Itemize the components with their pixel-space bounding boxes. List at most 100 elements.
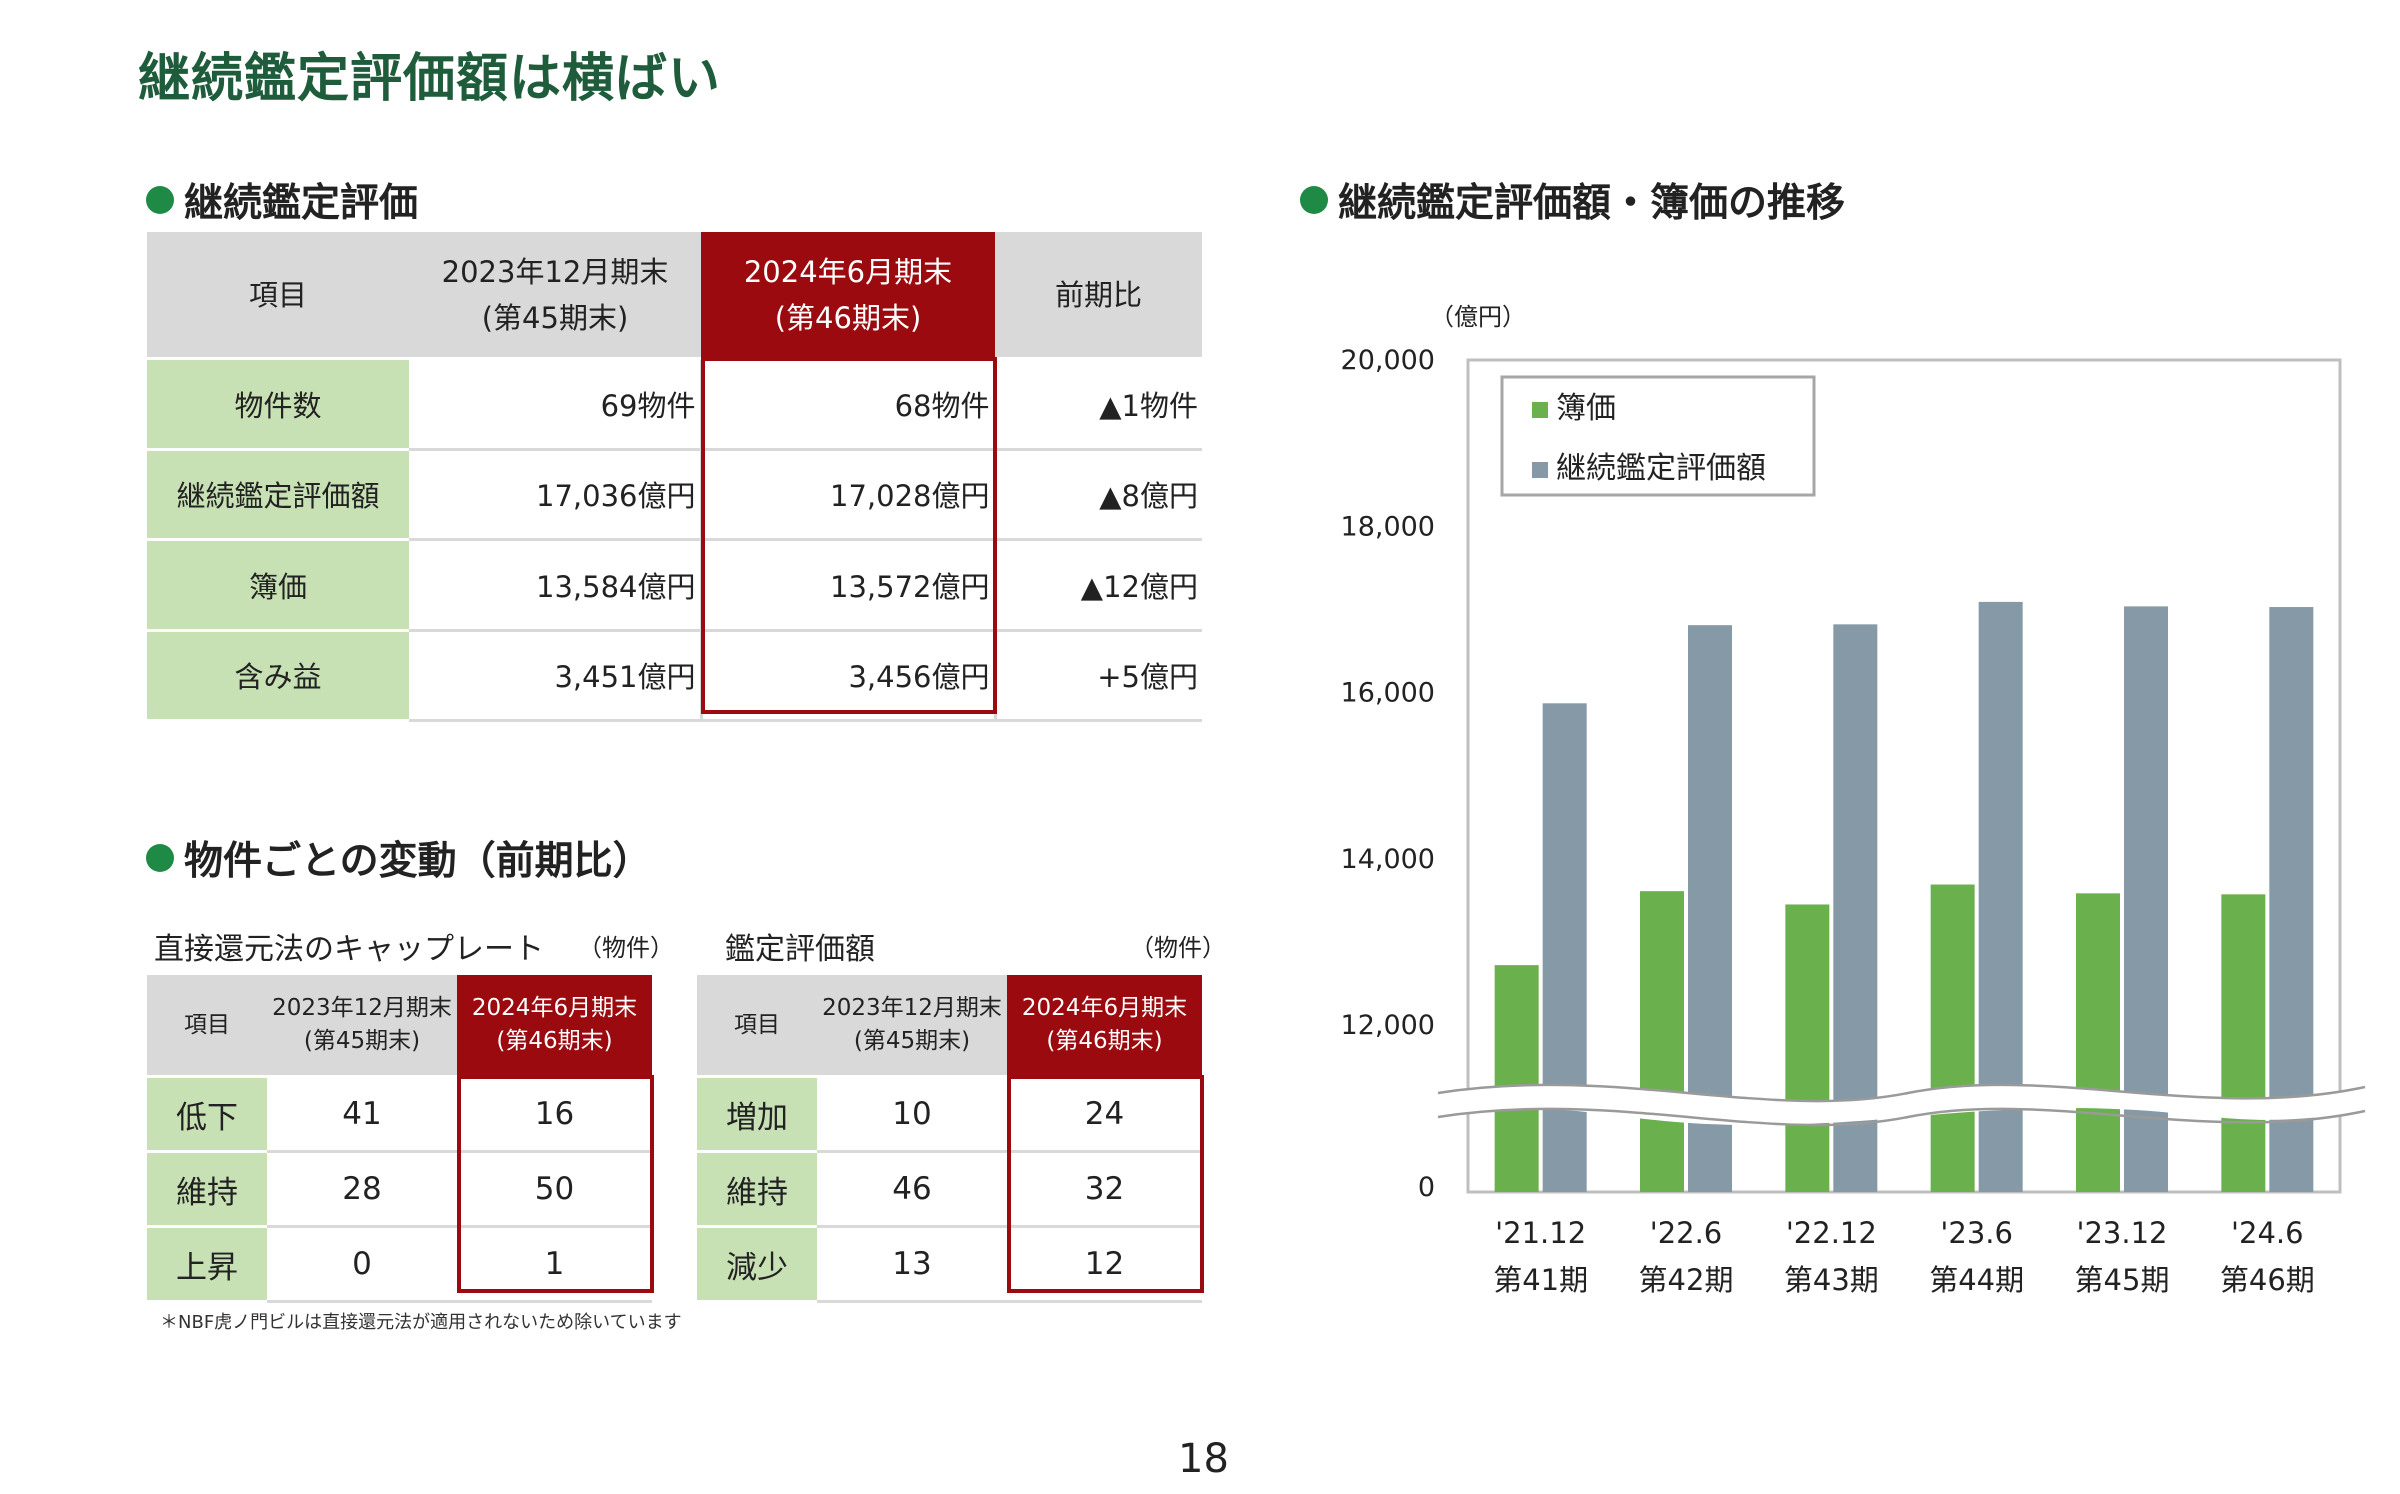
row-label: 物件数	[147, 358, 409, 451]
bar-book-value	[1785, 904, 1830, 1192]
row-diff: +5億円	[993, 630, 1202, 722]
row-label: 低下	[147, 1076, 267, 1153]
x-tick-sublabel: 第43期	[1784, 1263, 1879, 1297]
header-curr-line1: 2024年6月期末	[743, 254, 953, 289]
header-diff: 前期比	[995, 232, 1202, 360]
row-curr: 50	[457, 1151, 652, 1228]
y-tick-label: 16,000	[1341, 678, 1435, 709]
header-curr: 2024年6月期末 (第46期末)	[1007, 975, 1202, 1078]
x-tick-label: '22.6	[1650, 1216, 1723, 1250]
y-unit-label: （億円）	[1430, 303, 1526, 331]
y-tick-label: 20,000	[1341, 345, 1435, 376]
table-row: 維持 46 32	[697, 1151, 1202, 1228]
header-prev-line1: 2023年12月期末	[822, 995, 1002, 1021]
header-curr: 2024年6月期末 (第46期末)	[457, 975, 652, 1078]
x-tick-label: '22.12	[1786, 1216, 1877, 1250]
axis-break-line	[1437, 1083, 2366, 1103]
row-curr: 17,028億円	[699, 449, 995, 541]
row-diff: ▲1物件	[993, 358, 1202, 451]
table-row: 維持 28 50	[147, 1151, 652, 1228]
bar-appraisal	[1542, 703, 1587, 1192]
row-prev: 46	[817, 1151, 1007, 1228]
section-heading-text: 物件ごとの変動（前期比）	[184, 839, 652, 884]
header-item: 項目	[697, 975, 817, 1078]
x-tick-sublabel: 第44期	[1929, 1263, 2024, 1297]
header-prev-line1: 2023年12月期末	[272, 995, 452, 1021]
header-prev: 2023年12月期末 (第45期末)	[817, 975, 1007, 1078]
legend-box	[1500, 375, 1816, 497]
header-item: 項目	[147, 975, 267, 1078]
bar-book-value	[1494, 965, 1539, 1192]
legend-swatch	[1532, 402, 1548, 418]
x-tick-sublabel: 第42期	[1639, 1263, 1734, 1297]
bar-appraisal	[2269, 607, 2314, 1192]
table-row: 減少 13 12	[697, 1226, 1202, 1303]
legend-label: 簿価	[1556, 391, 1616, 426]
header-curr-line2: (第46期末)	[1046, 1028, 1163, 1054]
row-prev: 17,036億円	[409, 449, 701, 541]
section-heading-changes: 物件ごとの変動（前期比）	[146, 830, 652, 886]
section-heading-text: 継続鑑定評価	[184, 181, 419, 226]
row-curr: 3,456億円	[699, 630, 995, 722]
x-tick-sublabel: 第41期	[1493, 1263, 1588, 1297]
row-curr: 68物件	[699, 358, 995, 451]
bar-book-value	[1930, 884, 1975, 1192]
bullet-dot	[146, 844, 174, 872]
appraisal-table: 項目 2023年12月期末 (第45期末) 2024年6月期末 (第46期末) 前期…	[147, 232, 1202, 722]
cap-rate-unit: （物件）	[578, 934, 674, 962]
y-tick-label: 0	[1418, 1172, 1435, 1203]
axis-break-line	[1437, 1107, 2366, 1127]
header-prev: 2023年12月期末 (第45期末)	[267, 975, 457, 1078]
row-label: 減少	[697, 1226, 817, 1303]
bar-chart: （億円） 20,000 18,000 16,000 14,000 12,000 0 '21.1…	[1341, 303, 2366, 1297]
bullet-dot	[146, 186, 174, 214]
header-prev-line2: (第45期末)	[481, 300, 629, 335]
x-tick-label: '23.6	[1940, 1216, 2013, 1250]
table-row: 低下 41 16	[147, 1076, 652, 1153]
cap-rate-caption: 直接還元法のキャップレート	[154, 932, 544, 967]
legend-label: 継続鑑定評価額	[1556, 451, 1766, 486]
row-curr: 32	[1007, 1151, 1202, 1228]
bar-book-value	[1640, 891, 1684, 1192]
appraisal-current-highlight	[1007, 1075, 1204, 1293]
x-tick-sublabel: 第46期	[2220, 1263, 2315, 1297]
plot-area	[1466, 358, 2342, 1194]
row-prev: 69物件	[409, 358, 701, 451]
page-number: 18	[1178, 1436, 1229, 1482]
header-prev-line2: (第45期末)	[303, 1028, 421, 1054]
x-tick-sublabel: 第45期	[2075, 1263, 2170, 1297]
row-prev: 13,584億円	[409, 539, 701, 632]
y-tick-label: 12,000	[1341, 1010, 1435, 1041]
header-prev-line2: (第45期末)	[853, 1028, 971, 1054]
row-prev: 28	[267, 1151, 457, 1228]
header-curr-line1: 2024年6月期末	[471, 995, 638, 1021]
appraisal-caption: 鑑定評価額	[725, 932, 875, 967]
header-curr-line2: (第46期末)	[496, 1028, 613, 1054]
table-row: 簿価 13,584億円 13,572億円 ▲12億円	[147, 539, 1202, 632]
row-label: 維持	[697, 1151, 817, 1228]
x-tick-label: '23.12	[2077, 1216, 2168, 1250]
row-prev: 41	[267, 1076, 457, 1153]
header-prev: 2023年12月期末 (第45期末)	[409, 232, 701, 360]
footnote: ＊NBF虎ノ門ビルは直接還元法が適用されないため除いています	[160, 1312, 682, 1333]
bar-book-value	[2221, 894, 2266, 1192]
table-row: 増加 10 24	[697, 1076, 1202, 1153]
page-title: 継続鑑定評価額は横ばい	[138, 49, 722, 109]
row-label: 継続鑑定評価額	[147, 449, 409, 541]
row-label: 簿価	[147, 539, 409, 632]
row-diff: ▲8億円	[993, 449, 1202, 541]
header-curr-line1: 2024年6月期末	[1021, 995, 1188, 1021]
row-prev: 0	[267, 1226, 457, 1303]
table-row: 物件数 69物件 68物件 ▲1物件	[147, 358, 1202, 451]
current-period-highlight	[701, 357, 997, 714]
chart-heading: 継続鑑定評価額・簿価の推移	[1300, 172, 1845, 228]
row-prev: 13	[817, 1226, 1007, 1303]
legend-swatch	[1532, 462, 1548, 478]
appraisal-change-table: 項目 2023年12月期末 (第45期末) 2024年6月期末 (第46期末) 増加…	[697, 975, 1202, 1303]
header-curr: 2024年6月期末 (第46期末)	[701, 232, 995, 360]
appraisal-unit: （物件）	[1130, 934, 1226, 962]
y-tick-label: 18,000	[1341, 511, 1435, 542]
row-prev: 3,451億円	[409, 630, 701, 722]
x-tick-label: '24.6	[2231, 1216, 2304, 1250]
x-tick-label: '21.12	[1495, 1216, 1586, 1250]
